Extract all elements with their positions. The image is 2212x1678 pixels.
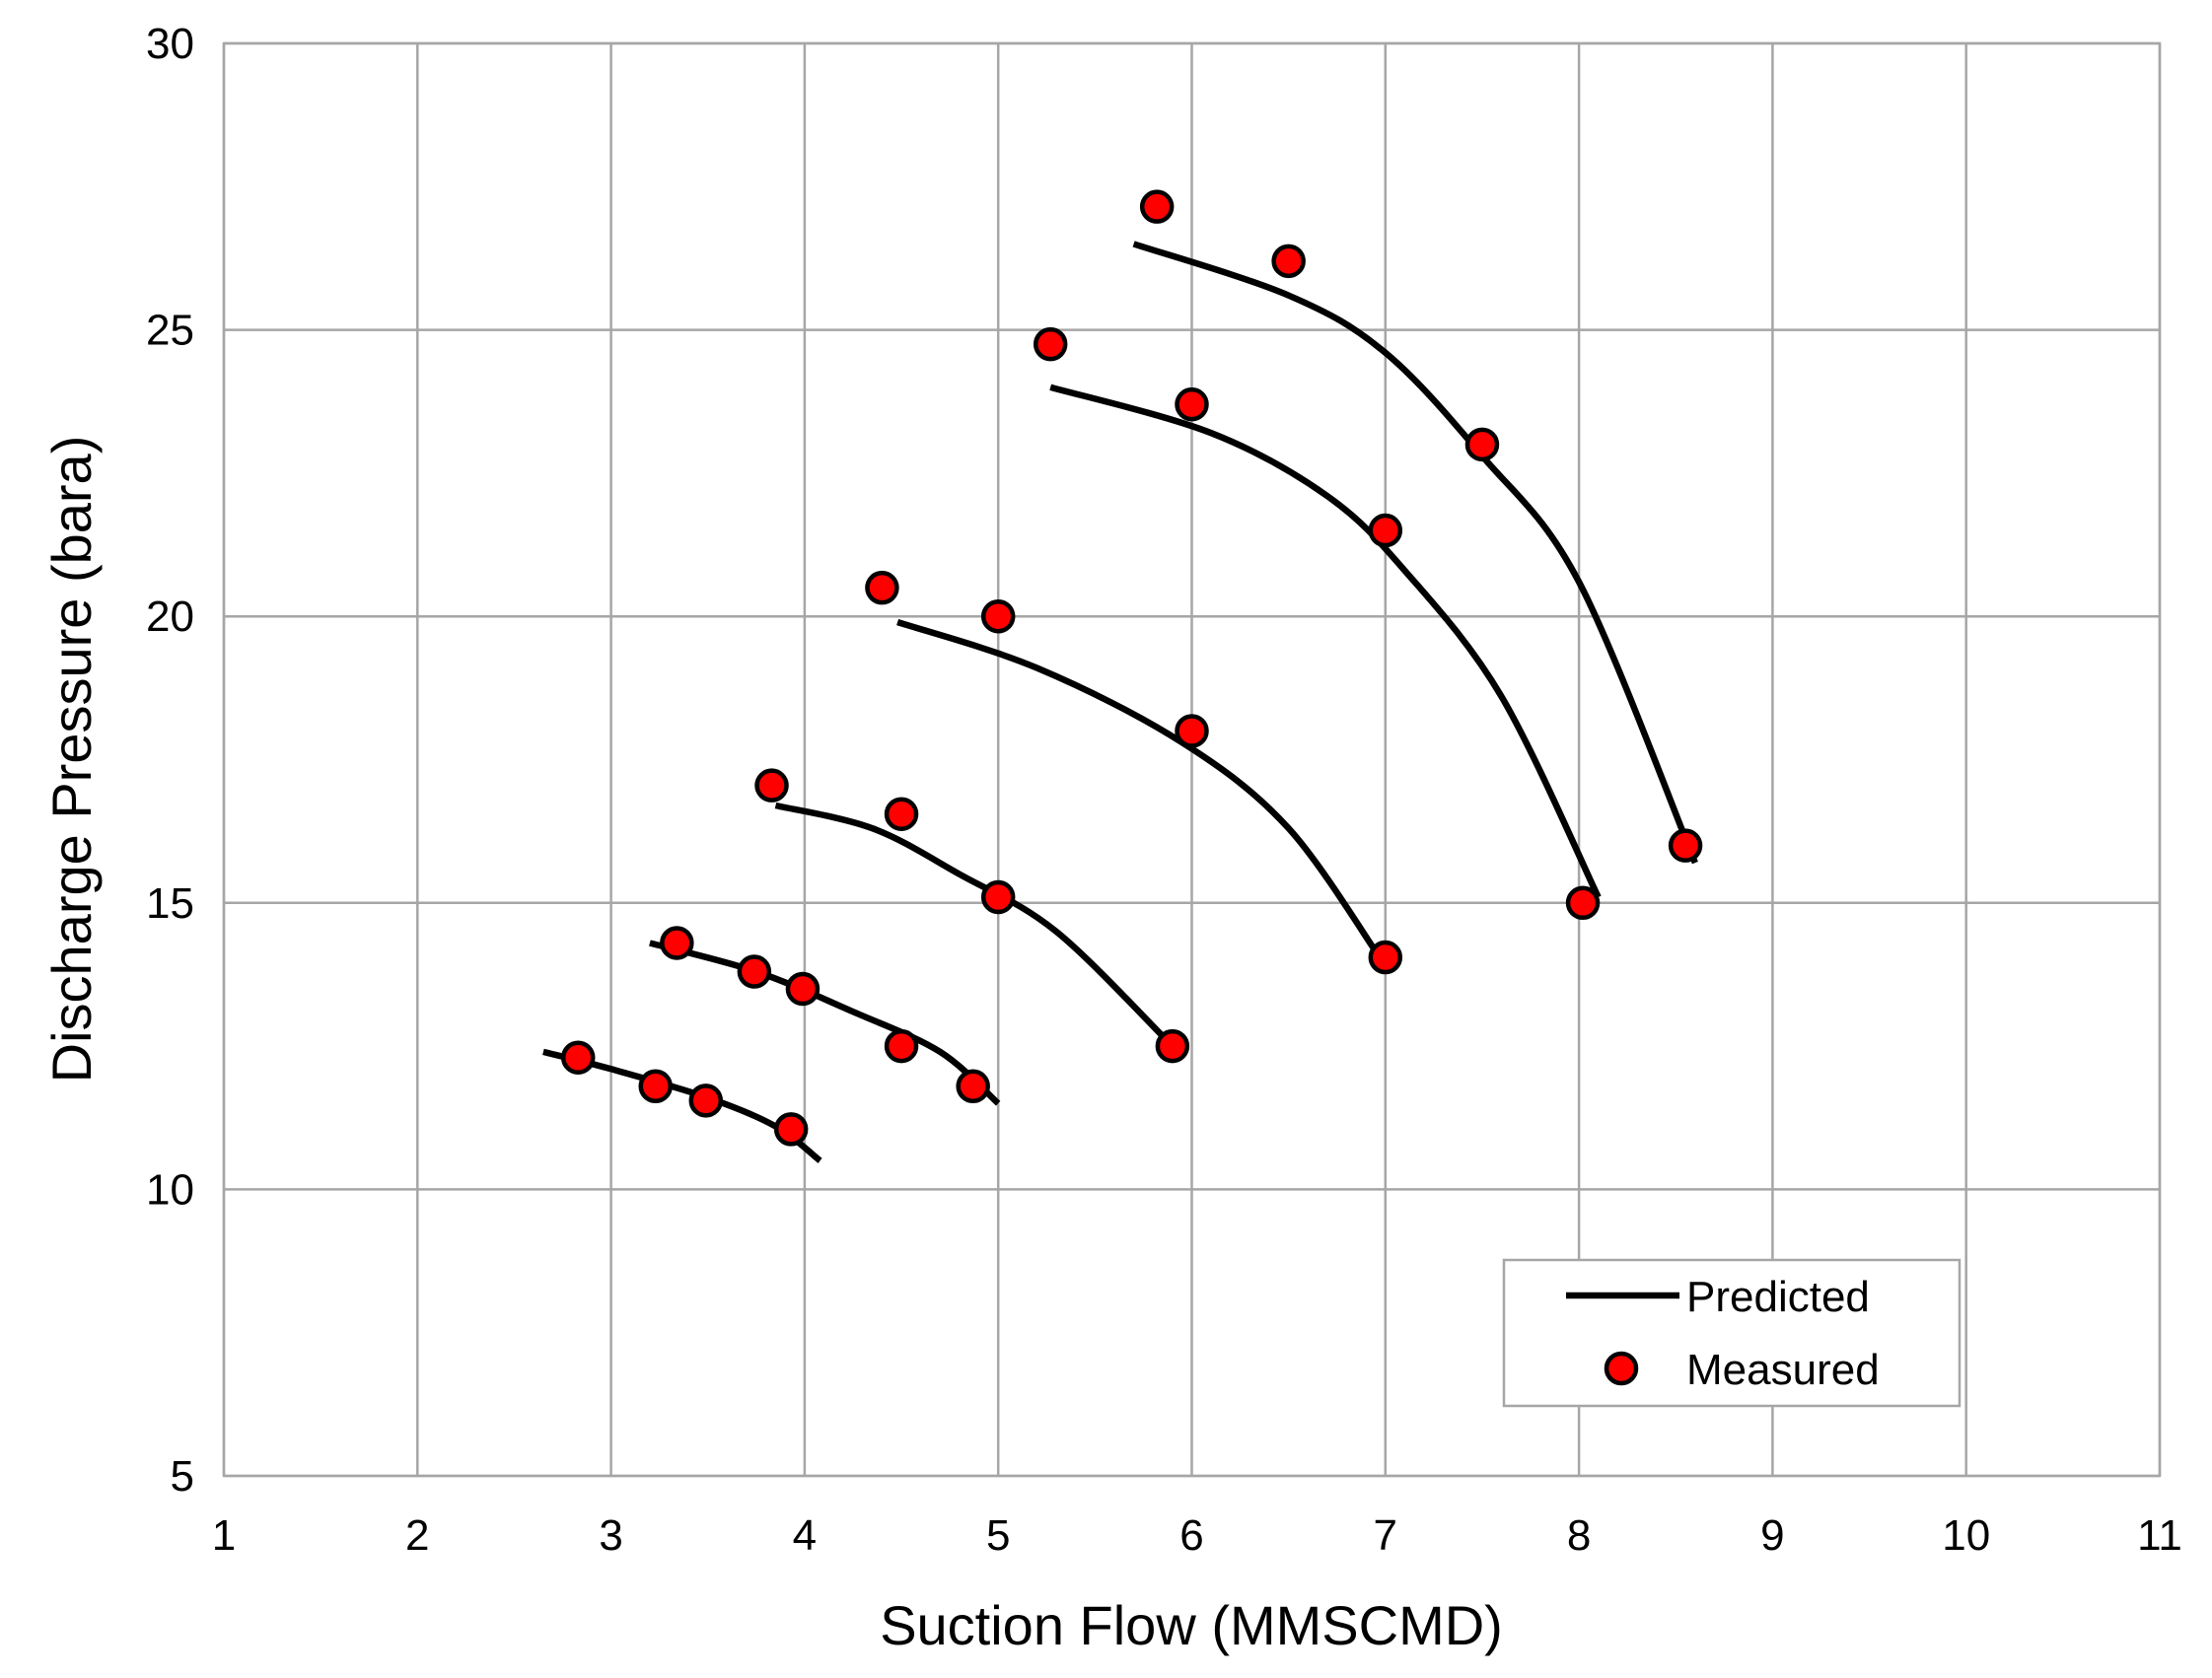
measured-point xyxy=(785,971,821,1007)
legend-label-measured: Measured xyxy=(1686,1346,1880,1394)
x-tick-label: 2 xyxy=(405,1511,429,1560)
measured-point xyxy=(560,1040,596,1075)
measured-point xyxy=(1033,326,1068,362)
legend: Predicted Measured xyxy=(1502,1258,1962,1408)
measured-point xyxy=(980,598,1016,634)
plot-area xyxy=(222,41,2162,1478)
y-tick-label: 30 xyxy=(146,20,194,68)
measured-point xyxy=(754,768,789,803)
measured-point xyxy=(1155,1028,1190,1064)
predicted-curve xyxy=(649,940,1001,1106)
measured-point xyxy=(1368,513,1403,548)
predicted-curve xyxy=(1132,241,1698,865)
legend-label-predicted: Predicted xyxy=(1686,1273,1870,1321)
y-tick-label: 15 xyxy=(146,879,194,928)
measured-point xyxy=(1271,244,1306,279)
x-axis-ticks: 1 2 3 4 5 6 7 8 9 10 11 xyxy=(212,1511,2182,1560)
measured-point xyxy=(737,954,772,989)
measured-point xyxy=(1464,427,1500,462)
x-tick-label: 7 xyxy=(1374,1511,1397,1560)
predicted-curve xyxy=(896,618,1385,962)
x-tick-label: 11 xyxy=(2137,1511,2182,1560)
y-tick-label: 20 xyxy=(146,593,194,641)
x-tick-label: 1 xyxy=(212,1511,236,1560)
predicted-curve xyxy=(1049,384,1602,899)
measured-point xyxy=(638,1069,673,1104)
measured-series xyxy=(560,189,1703,1147)
predicted-series xyxy=(542,241,1698,1163)
measured-point xyxy=(688,1084,724,1118)
x-tick-label: 9 xyxy=(1760,1511,1784,1560)
measured-point xyxy=(884,797,919,831)
measured-point xyxy=(1139,189,1175,224)
measured-point xyxy=(773,1112,809,1147)
measured-point xyxy=(1175,386,1209,422)
legend-marker-swatch xyxy=(1604,1351,1639,1386)
measured-point xyxy=(865,570,899,605)
x-tick-label: 5 xyxy=(986,1511,1010,1560)
y-tick-label: 5 xyxy=(171,1452,194,1501)
x-tick-label: 6 xyxy=(1179,1511,1203,1560)
legend-box xyxy=(1502,1258,1962,1408)
x-tick-label: 4 xyxy=(793,1511,817,1560)
x-tick-label: 10 xyxy=(1942,1511,1990,1560)
measured-point xyxy=(884,1028,919,1064)
measured-point xyxy=(1368,940,1403,975)
measured-point xyxy=(980,879,1016,915)
measured-point xyxy=(1175,714,1209,748)
x-axis-title: Suction Flow (MMSCMD) xyxy=(880,1594,1503,1656)
x-tick-label: 8 xyxy=(1567,1511,1591,1560)
measured-point xyxy=(1565,885,1601,921)
y-tick-label: 10 xyxy=(146,1165,194,1214)
y-axis-title: Discharge Pressure (bara) xyxy=(40,436,103,1084)
predicted-curve xyxy=(774,802,1176,1049)
measured-point xyxy=(1668,828,1703,863)
x-tick-label: 3 xyxy=(599,1511,622,1560)
y-tick-label: 25 xyxy=(146,307,194,355)
measured-point xyxy=(956,1069,990,1104)
y-axis-ticks: 5 10 15 20 25 30 xyxy=(146,20,194,1501)
measured-point xyxy=(660,926,694,960)
